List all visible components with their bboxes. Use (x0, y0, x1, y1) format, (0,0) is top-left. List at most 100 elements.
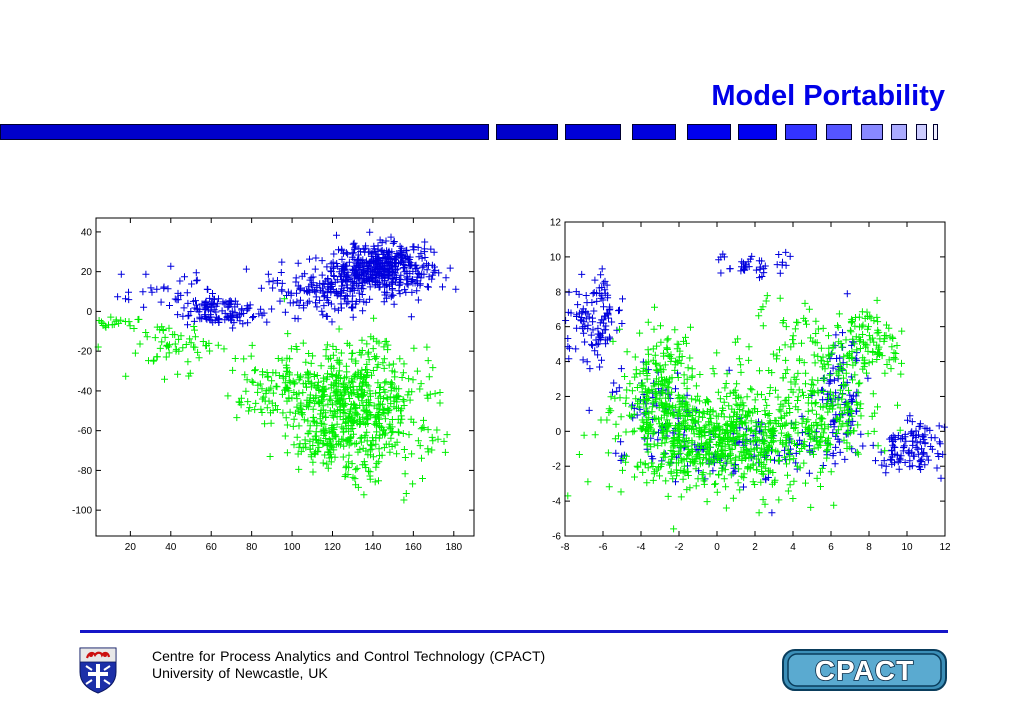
data-point-plus (600, 303, 607, 311)
y-tick-label: 0 (86, 307, 92, 318)
data-point-plus (365, 348, 372, 356)
data-point-plus (659, 404, 667, 412)
data-point-plus (680, 371, 688, 379)
data-point-plus (350, 389, 358, 397)
data-point-plus (306, 288, 314, 296)
data-point-plus (267, 384, 275, 392)
data-point-plus (672, 466, 680, 474)
data-point-plus (329, 424, 337, 432)
data-point-plus (774, 419, 782, 427)
data-point-plus (696, 426, 704, 434)
data-point-plus (918, 455, 926, 463)
data-point-plus (390, 238, 398, 245)
data-point-plus (353, 440, 361, 447)
data-point-plus (604, 294, 612, 302)
data-point-plus (677, 455, 685, 463)
data-point-plus (712, 480, 720, 488)
data-point-plus (293, 403, 301, 411)
data-point-plus (369, 270, 377, 278)
x-tick-label: -2 (675, 542, 684, 553)
data-point-plus (367, 451, 374, 459)
data-point-plus (632, 366, 640, 374)
data-point-plus (311, 265, 319, 273)
data-point-plus (793, 441, 801, 448)
data-point-plus (940, 423, 948, 431)
data-point-plus (317, 420, 325, 428)
data-point-plus (272, 369, 280, 377)
data-point-plus (248, 341, 256, 349)
data-point-plus (606, 333, 613, 341)
data-point-plus (254, 388, 262, 396)
data-point-plus (631, 353, 639, 361)
data-point-plus (777, 407, 785, 415)
data-point-plus (658, 460, 666, 468)
data-point-plus (896, 426, 904, 434)
data-point-plus (313, 422, 321, 430)
data-point-plus (399, 264, 407, 272)
data-point-plus (349, 284, 356, 292)
data-point-plus (705, 443, 713, 451)
data-point-plus (358, 282, 366, 290)
data-point-plus (805, 394, 813, 401)
data-point-plus (667, 351, 675, 359)
data-point-plus (823, 454, 831, 462)
data-point-plus (680, 379, 688, 387)
data-point-plus (725, 402, 733, 410)
data-point-plus (385, 440, 393, 448)
data-point-plus (306, 437, 314, 445)
data-point-plus (675, 433, 683, 441)
data-point-plus (382, 378, 390, 386)
data-point-plus (358, 366, 366, 374)
data-point-plus (888, 343, 896, 351)
data-point-plus (633, 384, 641, 391)
data-point-plus (810, 450, 817, 458)
data-point-plus (779, 374, 787, 382)
data-point-plus (417, 249, 425, 257)
data-point-plus (348, 460, 356, 468)
data-point-plus (327, 450, 334, 458)
data-point-plus (313, 303, 321, 311)
data-point-plus (426, 390, 434, 398)
data-point-plus (359, 413, 367, 421)
data-point-plus (183, 289, 191, 297)
data-point-plus (350, 239, 358, 247)
data-point-plus (741, 440, 749, 448)
data-point-plus (247, 352, 255, 360)
data-point-plus (182, 341, 190, 348)
data-point-plus (893, 451, 901, 459)
data-point-plus (619, 295, 626, 303)
data-point-plus (360, 391, 368, 399)
data-point-plus (733, 427, 741, 435)
data-point-plus (365, 356, 373, 364)
x-tick-label: 120 (324, 542, 341, 553)
data-point-plus (321, 292, 329, 300)
data-point-plus (165, 349, 173, 357)
data-point-plus (267, 419, 275, 427)
data-point-plus (278, 390, 286, 398)
data-point-plus (140, 303, 148, 311)
data-point-plus (856, 337, 864, 345)
data-point-plus (130, 325, 138, 332)
data-point-plus (904, 416, 911, 424)
data-point-plus (349, 425, 357, 432)
data-point-plus (850, 427, 858, 435)
data-point-plus (378, 239, 386, 247)
data-point-plus (662, 420, 669, 428)
data-point-plus (340, 266, 348, 274)
data-point-plus (759, 428, 767, 436)
decor-bar (738, 124, 777, 140)
data-point-plus (708, 426, 716, 434)
data-point-plus (388, 248, 396, 256)
data-point-plus (713, 488, 721, 496)
data-point-plus (761, 407, 769, 415)
data-point-plus (400, 446, 408, 453)
data-point-plus (269, 284, 277, 292)
data-point-plus (372, 256, 380, 264)
data-point-plus (674, 374, 682, 381)
data-point-plus (805, 469, 813, 477)
data-point-plus (796, 448, 804, 455)
data-point-plus (342, 419, 350, 427)
data-point-plus (657, 322, 664, 330)
data-point-plus (781, 412, 789, 420)
data-point-plus (356, 348, 364, 356)
